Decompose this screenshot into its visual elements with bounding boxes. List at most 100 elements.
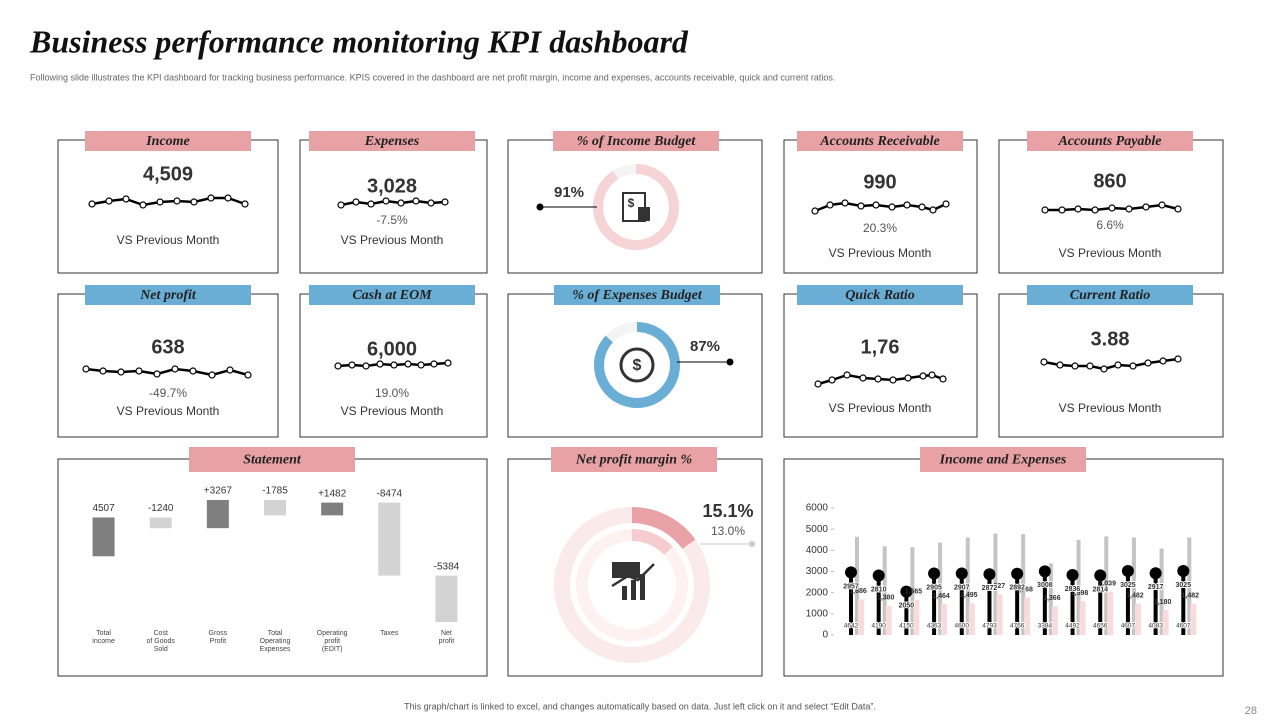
panel-tag — [797, 285, 963, 305]
bar — [1079, 601, 1086, 635]
bar — [882, 546, 887, 635]
sparkline — [1040, 355, 1182, 373]
bar — [1076, 539, 1081, 635]
bar — [849, 572, 853, 635]
panel-title: Current Ratio — [1070, 288, 1151, 303]
bar — [1125, 570, 1130, 635]
category-label: Taxes — [380, 630, 399, 637]
budget-label: 91% — [554, 184, 584, 201]
bar — [1162, 610, 1169, 635]
y-tick-label: 1000 — [806, 608, 829, 619]
panel-title: % of Income Budget — [577, 134, 697, 149]
sparkline — [82, 365, 252, 379]
bar — [987, 574, 992, 635]
bar — [938, 542, 943, 635]
bar — [993, 533, 998, 635]
value-label: 4600 — [955, 623, 970, 630]
value-label: 1,380 — [877, 595, 895, 602]
value-label: 4363 — [927, 623, 942, 630]
kpi-value: 860 — [1093, 170, 1126, 192]
invoice-icon: $ — [622, 192, 650, 222]
growth-icon — [611, 562, 655, 600]
budget-arc — [593, 164, 679, 250]
waterfall-label: +3267 — [204, 486, 233, 497]
bar — [968, 603, 975, 635]
value-label: 4607 — [1176, 623, 1191, 630]
panel-title: % of Expenses Budget — [572, 288, 703, 303]
value-label: 4190 — [871, 623, 886, 630]
margin-arc — [631, 529, 673, 556]
kpi-comparison: VS Previous Month — [117, 404, 220, 418]
category-label: Net profit — [439, 630, 455, 645]
value-label: 3384 — [1038, 623, 1053, 630]
bar-dot — [845, 566, 857, 579]
title: Business performance monitoring KPI dash… — [29, 23, 689, 59]
card-frame — [998, 293, 1224, 438]
panel-title: Net profit — [139, 288, 197, 303]
value-label: 1,768 — [1015, 586, 1033, 593]
y-tick-label: 2000 — [806, 587, 829, 598]
panel-tag — [189, 447, 355, 472]
bar — [1104, 536, 1109, 635]
footer-note: This graph/chart is linked to excel, and… — [404, 701, 876, 711]
leader-dot — [726, 358, 734, 366]
waterfall-bar — [206, 500, 229, 529]
bar — [1159, 548, 1164, 635]
value-label: 1,665 — [905, 589, 923, 596]
kpi-change: -49.7% — [149, 386, 187, 400]
icons: $ $ — [611, 192, 655, 600]
value-label: 4766 — [1010, 623, 1025, 630]
bar — [876, 575, 881, 635]
bar-dot — [1149, 567, 1162, 580]
value-label: 2810 — [871, 586, 887, 593]
value-label: 4656 — [1093, 623, 1108, 630]
kpi-comparison: VS Previous Month — [1059, 246, 1162, 260]
bar-dot — [1011, 567, 1024, 580]
sparkline — [1041, 201, 1182, 214]
waterfall-label: -5384 — [434, 561, 460, 572]
value-label: 4083 — [1148, 623, 1163, 630]
panel-title: Quick Ratio — [845, 288, 915, 303]
bar-dot — [1066, 568, 1079, 581]
value-label: 2907 — [954, 584, 970, 591]
waterfall-bar — [378, 502, 401, 576]
kpi-value: 3,028 — [367, 175, 417, 197]
panel-title: Net profit margin % — [575, 453, 692, 468]
bar — [1131, 537, 1136, 635]
value-label: 4793 — [982, 623, 997, 630]
leader-dot — [536, 203, 544, 211]
sparkline — [814, 371, 947, 388]
bar — [965, 537, 970, 635]
bar — [1070, 574, 1075, 635]
bar-dot — [900, 585, 913, 598]
waterfall-label: -1785 — [262, 486, 288, 497]
value-label: 2814 — [1092, 586, 1108, 593]
svg-text:$: $ — [633, 357, 642, 374]
value-label: 1,495 — [960, 592, 978, 599]
y-tick-label: 3000 — [806, 566, 829, 577]
sparkline — [334, 359, 452, 370]
category-label: Cost of Goods Sold — [147, 630, 176, 653]
value-label: 1,686 — [849, 588, 867, 595]
bar — [913, 599, 920, 635]
panel-tag — [85, 131, 251, 151]
bar — [858, 599, 864, 635]
category-label: Total income — [92, 630, 115, 645]
value-label: 2957 — [843, 583, 859, 590]
panel-title: Expenses — [364, 134, 420, 149]
value-label: 3008 — [1037, 582, 1053, 589]
sparkline — [811, 199, 950, 215]
bar — [1048, 563, 1053, 635]
bar — [959, 573, 964, 635]
kpi-value: 1,76 — [861, 336, 900, 358]
panel-tag — [1027, 131, 1193, 151]
bar — [941, 604, 948, 635]
bar-dot — [872, 569, 885, 582]
kpi-comparison: VS Previous Month — [829, 246, 932, 260]
value-label: 1,464 — [932, 593, 950, 600]
bar-dot — [1038, 565, 1051, 578]
value-label: 1,482 — [1182, 592, 1200, 599]
kpi-comparison: VS Previous Month — [829, 401, 932, 415]
